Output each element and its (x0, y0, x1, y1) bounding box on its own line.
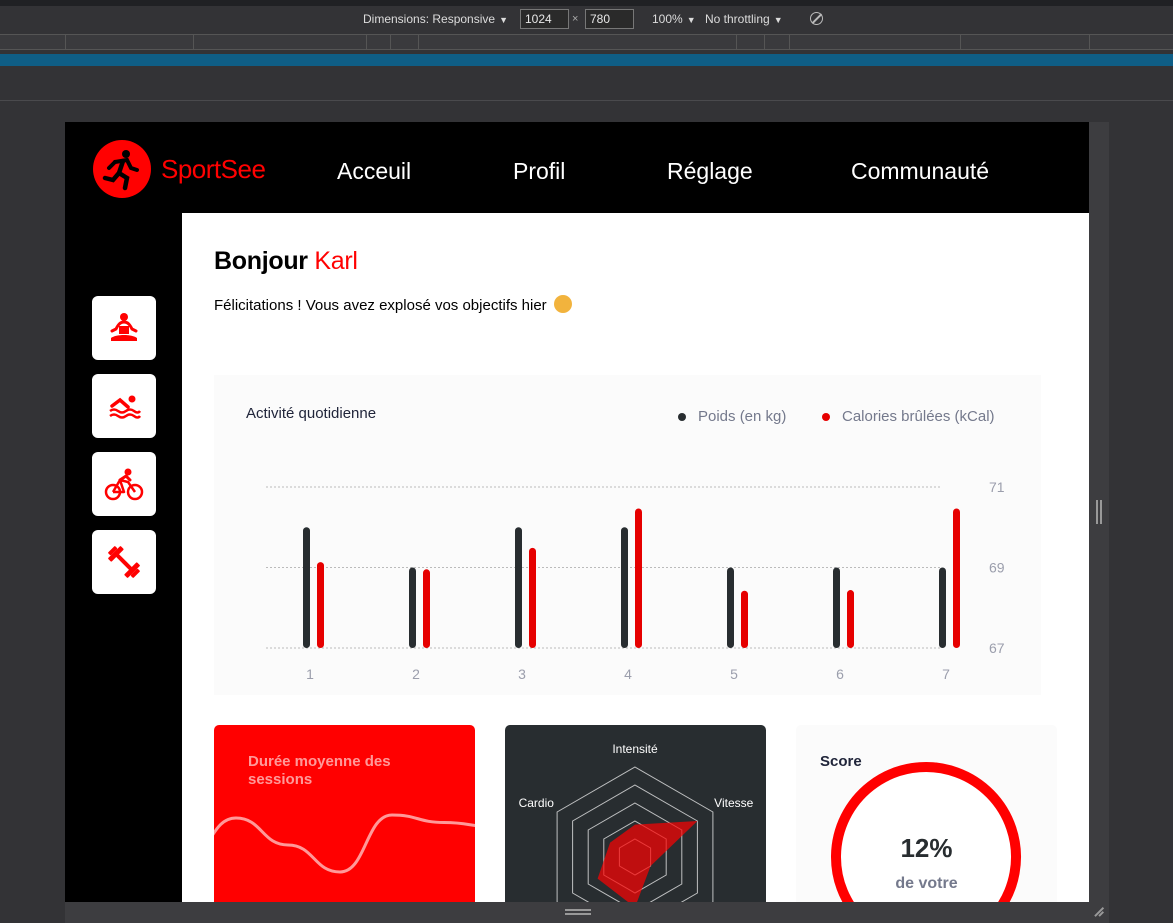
sidebar-item-swimming[interactable] (92, 374, 156, 438)
cycling-icon (104, 468, 144, 501)
radar-chart-plot: IntensitéVitesseForceEnduranceEnergieCar… (519, 742, 754, 902)
score-gauge-inner (836, 767, 1016, 902)
media-query-bar[interactable] (0, 54, 1173, 66)
calories-bar (741, 590, 748, 648)
weight-bar (515, 527, 522, 648)
legend-calories-label: Calories brûlées (kCal) (842, 408, 995, 425)
nav-accueil[interactable]: Acceuil (337, 158, 412, 184)
nav-reglage[interactable]: Réglage (667, 158, 753, 184)
score-card-title: Score (820, 753, 862, 770)
legend-calories-dot (822, 412, 830, 421)
calories-bar (423, 569, 430, 648)
sidebar-item-bodybuilding[interactable] (92, 530, 156, 594)
viewport-resize-corner[interactable] (1093, 905, 1105, 917)
user-name: Karl (314, 247, 358, 275)
greeting-prefix: Bonjour (214, 247, 308, 275)
dumbbell-icon (108, 546, 140, 578)
activity-chart: Activité quotidienne Poids (en kg) Calor… (214, 375, 1041, 695)
y-tick-label: 69 (989, 560, 1005, 576)
greeting-message-text: Félicitations ! Vous avez explosé vos ob… (214, 297, 547, 314)
logo[interactable]: SportSee (93, 140, 266, 198)
legend-weight: Poids (en kg) (678, 408, 786, 425)
sidebar-item-meditation[interactable] (92, 296, 156, 360)
viewport-height-input[interactable]: 780 (585, 9, 634, 29)
sidebar (65, 213, 182, 902)
x-tick-label: 1 (306, 666, 314, 682)
weight-bar (833, 567, 840, 648)
sidebar-item-cycling[interactable] (92, 452, 156, 516)
score-arc (831, 762, 1021, 902)
dashboard-main: Bonjour Karl Félicitations ! Vous avez e… (182, 213, 1089, 902)
zoom-dropdown[interactable]: 100% ▼ (652, 12, 696, 26)
x-tick-label: 6 (836, 666, 844, 682)
duration-card: Durée moyenne des sessions (214, 725, 475, 902)
score-value: 12% (900, 833, 953, 863)
nav-communaute[interactable]: Communauté (851, 158, 990, 184)
radar-grid (572, 784, 698, 902)
radar-label: Cardio (519, 796, 555, 810)
radar-grid (556, 766, 714, 902)
disable-touch-icon[interactable] (810, 12, 823, 25)
throttling-dropdown[interactable]: No throttling ▼ (705, 12, 783, 26)
radar-label: Intensité (612, 742, 658, 756)
times-separator: × (572, 13, 579, 25)
swimming-icon (109, 395, 142, 419)
viewport-width-input[interactable]: 1024 (520, 9, 569, 29)
x-tick-label: 5 (730, 666, 738, 682)
weight-bar (621, 527, 628, 648)
legend-calories: Calories brûlées (kCal) (822, 408, 995, 425)
clapping-hands-icon (553, 295, 572, 313)
caret-down-icon: ▼ (499, 15, 508, 25)
caret-down-icon: ▼ (773, 15, 783, 25)
activity-chart-title: Activité quotidienne (246, 405, 377, 422)
score-gauge (831, 762, 1021, 902)
legend-weight-dot (678, 412, 686, 421)
x-tick-label: 4 (624, 666, 632, 682)
calories-bar (847, 590, 854, 648)
calories-bar (635, 508, 642, 648)
y-tick-label: 71 (989, 479, 1005, 495)
devtools-device-toolbar: Dimensions: Responsive ▼ 1024 × 780 100% ▼… (0, 6, 1173, 34)
duration-line (214, 813, 475, 874)
dimensions-dropdown[interactable]: Dimensions: Responsive ▼ (363, 12, 508, 26)
calories-bar (529, 547, 536, 648)
score-subtitle: de votre (895, 875, 958, 892)
nav-profil[interactable]: Profil (513, 158, 566, 184)
calories-bar (953, 508, 960, 648)
page-viewport: SportSee Acceuil Profil Réglage Communau… (65, 122, 1089, 902)
throttling-label: No throttling (705, 12, 770, 26)
legend-weight-label: Poids (en kg) (698, 408, 787, 425)
devtools-divider (0, 100, 1173, 101)
weight-bar (939, 567, 946, 648)
logo-text: SportSee (161, 153, 266, 184)
weight-bar (409, 567, 416, 648)
x-tick-label: 7 (942, 666, 950, 682)
radar-area (597, 821, 698, 902)
zoom-label: 100% (652, 12, 683, 26)
media-query-ruler (0, 34, 1173, 50)
duration-chart-plot (214, 813, 475, 874)
page-title: Bonjour Karl (214, 247, 358, 276)
duration-card-title: Durée moyenne des sessions (248, 753, 391, 788)
devtools-top-strip (0, 0, 1173, 6)
performance-radar-card: IntensitéVitesseForceEnduranceEnergieCar… (505, 725, 766, 902)
score-card: Score 12% de votre (796, 725, 1057, 902)
viewport-resize-handle-bottom[interactable] (65, 902, 1109, 923)
greeting-message: Félicitations ! Vous avez explosé vos ob… (214, 295, 572, 314)
x-tick-label: 2 (412, 666, 420, 682)
calories-bar (317, 562, 324, 648)
top-navigation: SportSee Acceuil Profil Réglage Communau… (65, 122, 1089, 213)
weight-bar (303, 527, 310, 648)
radar-label: Vitesse (714, 796, 753, 810)
y-tick-label: 67 (989, 640, 1005, 656)
caret-down-icon: ▼ (686, 15, 696, 25)
x-tick-label: 3 (518, 666, 526, 682)
viewport-resize-handle-right[interactable] (1089, 122, 1109, 902)
meditation-icon (110, 313, 138, 341)
dimensions-label: Dimensions: Responsive (363, 12, 496, 26)
runner-logo-icon (93, 140, 151, 198)
weight-bar (727, 567, 734, 648)
